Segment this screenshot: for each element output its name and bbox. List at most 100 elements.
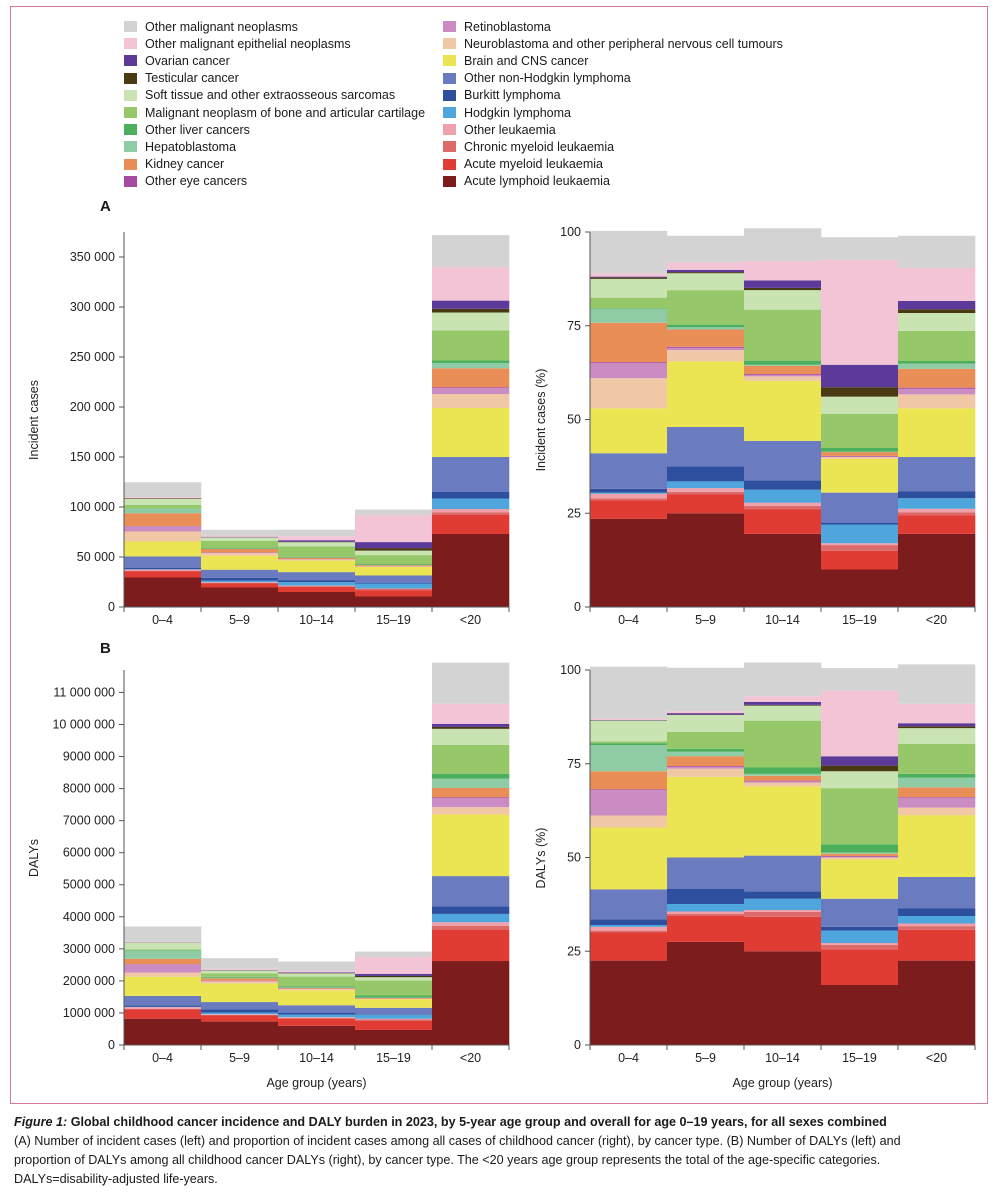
bar-segment (821, 545, 899, 551)
bar-segment (590, 718, 668, 720)
y-tick-label: 50 (567, 413, 581, 427)
bar-segment (744, 916, 822, 952)
legend-label: Other eye cancers (145, 174, 248, 189)
bar-segment (590, 308, 668, 309)
bar-segment (821, 522, 899, 525)
x-tick-label: 5–9 (695, 1051, 716, 1065)
bar-segment (590, 276, 668, 278)
bar-segment (278, 546, 356, 557)
bar-segment (744, 287, 822, 291)
bar-segment (124, 1018, 202, 1045)
x-tick-label: 5–9 (229, 1051, 250, 1065)
bar-segment (667, 427, 745, 467)
bar-segment (432, 515, 510, 534)
bar-segment (432, 723, 510, 727)
x-tick-label: 5–9 (229, 613, 250, 627)
bar-segment (898, 728, 976, 744)
bar-segment (432, 360, 510, 363)
bar-segment (278, 1017, 356, 1018)
bar-segment (898, 916, 976, 924)
bar-segment (667, 488, 745, 492)
caption-line-1: (A) Number of incident cases (left) and … (14, 1134, 901, 1148)
bar-segment (898, 743, 976, 774)
bar-segment (124, 482, 202, 498)
legend-swatch (443, 107, 456, 118)
bar-segment (278, 986, 356, 988)
y-tick-label: 100 (560, 225, 581, 239)
y-tick-label: 8000 000 (63, 782, 115, 796)
bar-segment (898, 923, 976, 927)
bar-segment (744, 505, 822, 510)
bar-segment (432, 492, 510, 499)
bar-segment (898, 877, 976, 909)
bar-segment (124, 950, 202, 959)
bar-segment (278, 557, 356, 560)
bar-segment (667, 466, 745, 482)
legend-item: Retinoblastoma (443, 18, 551, 35)
bar-segment (590, 363, 668, 379)
bar-segment (667, 513, 745, 607)
bar-segment (201, 583, 279, 588)
bar-segment (355, 555, 433, 565)
bar-segment (667, 766, 745, 767)
bar-segment (590, 500, 668, 519)
bar-segment (590, 453, 668, 489)
bar-segment (590, 741, 668, 744)
bar-segment (667, 361, 745, 427)
bar-segment (278, 587, 356, 592)
bar-segment (667, 347, 745, 351)
bar-segment (432, 925, 510, 930)
bar-segment (898, 515, 976, 534)
bar-segment (744, 911, 822, 917)
bar-segment (744, 767, 822, 774)
legend-item: Malignant neoplasm of bone and articular… (124, 104, 425, 121)
bar-segment (590, 827, 668, 890)
legend-swatch (124, 21, 137, 32)
bar-segment (821, 985, 899, 1045)
bar-segment (124, 949, 202, 951)
bar-segment (432, 387, 510, 389)
bar-segment (744, 780, 822, 782)
bar-segment (744, 720, 822, 768)
bar-segment (124, 513, 202, 527)
bar-segment (590, 297, 668, 309)
y-axis-label: Incident cases (27, 380, 41, 460)
bar-segment (898, 361, 976, 364)
bar-segment (744, 364, 822, 366)
bar-segment (590, 492, 668, 494)
caption-label: Figure 1: (14, 1115, 68, 1129)
bar-segment (278, 585, 356, 587)
bar-segment (898, 726, 976, 729)
bar-segment (355, 567, 433, 576)
bar-segment (821, 949, 899, 985)
y-tick-label: 10 000 000 (52, 717, 115, 731)
bar-segment (898, 533, 976, 607)
bar-segment (355, 596, 433, 607)
bar-segment (590, 790, 668, 816)
bar-segment (201, 587, 279, 607)
bar-segment (667, 857, 745, 889)
bar-segment (898, 512, 976, 516)
bar-segment (278, 961, 356, 972)
x-tick-label: 15–19 (842, 1051, 877, 1065)
legend-item: Hepatoblastoma (124, 138, 236, 155)
legend-label: Other leukaemia (464, 122, 556, 137)
bar-segment (590, 378, 668, 409)
legend-swatch (124, 107, 137, 118)
x-tick-label: 10–14 (299, 1051, 334, 1065)
y-tick-label: 6000 000 (63, 846, 115, 860)
bar-segment (821, 765, 899, 772)
bar-segment (744, 374, 822, 376)
bar-segment (744, 509, 822, 534)
bar-segment (355, 977, 433, 981)
bar-segment (355, 957, 433, 975)
bar-segment (278, 989, 356, 991)
bar-segment (821, 788, 899, 845)
legend-label: Acute myeloid leukaemia (464, 157, 603, 172)
legend-swatch (124, 38, 137, 50)
bar-segment (898, 664, 976, 704)
y-tick-label: 350 000 (70, 250, 115, 264)
bar-segment (744, 775, 822, 781)
bar-segment (667, 667, 745, 712)
bar-segment (278, 971, 356, 973)
